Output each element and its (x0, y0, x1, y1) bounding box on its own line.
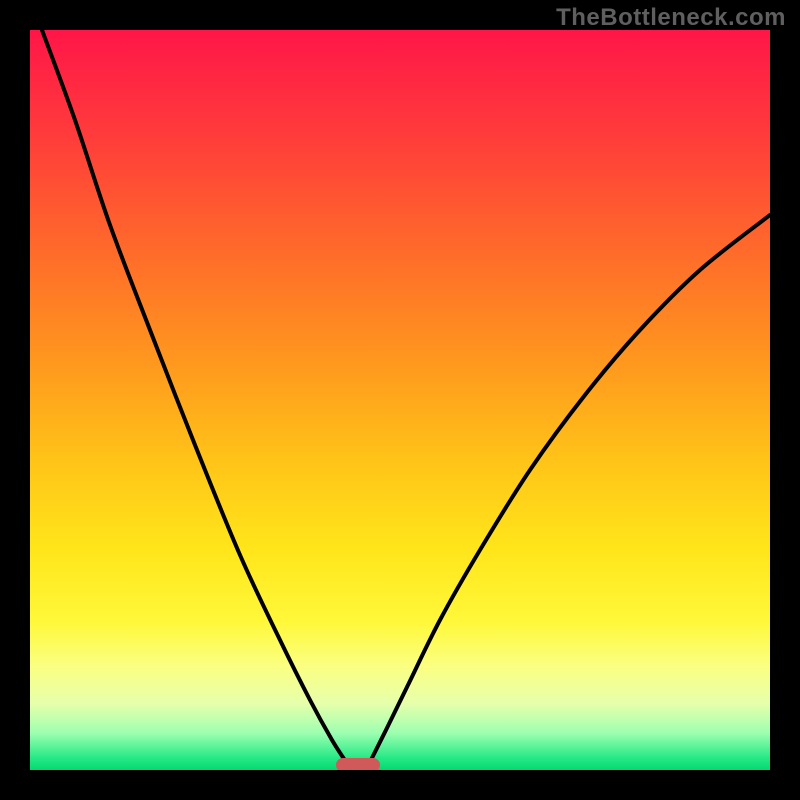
gradient-background (30, 30, 770, 770)
chart-container: TheBottleneck.com (0, 0, 800, 800)
bottleneck-chart (0, 0, 800, 800)
watermark-text: TheBottleneck.com (556, 4, 786, 32)
minimum-marker (336, 758, 380, 772)
